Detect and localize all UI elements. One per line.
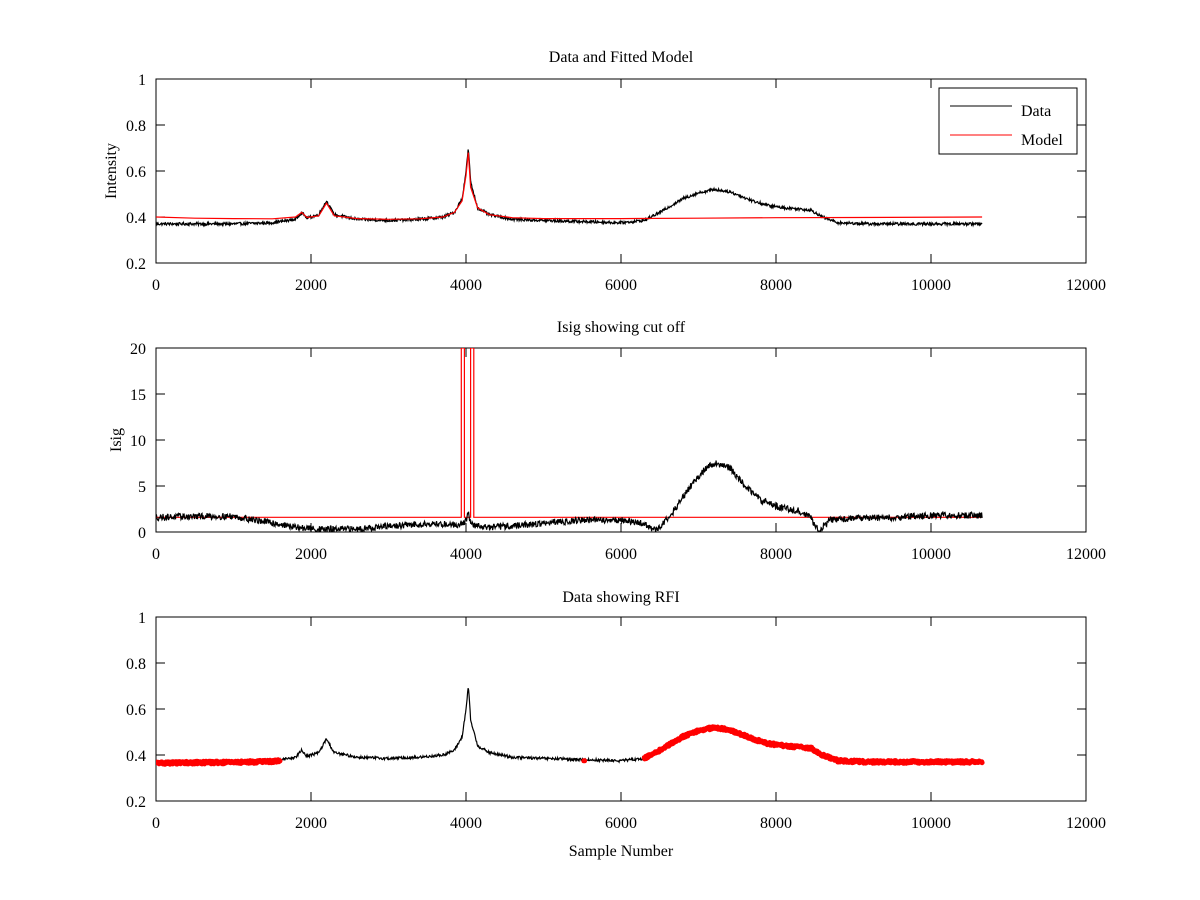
legend-label-model: Model	[1021, 132, 1063, 149]
y-tick-label: 0.4	[126, 210, 146, 227]
axes-box-2	[155, 347, 1087, 533]
axes-box-3	[155, 616, 1087, 802]
series-group-3	[156, 688, 985, 767]
plot-area-1: 0 2000 4000 6000 8000 10000 12000 0.2 0.4 0.6 0.8 1	[126, 72, 1106, 294]
x-tick-label: 8000	[760, 277, 792, 294]
series-group-2	[156, 348, 983, 532]
y-tick-label: 0.4	[126, 748, 146, 765]
plot-area-3: 0 2000 4000 6000 8000 10000 12000 0.2 0.4 0.6 0.8 1	[126, 610, 1106, 832]
x-tick-label: 10000	[911, 815, 951, 832]
x-tick-label: 12000	[1066, 815, 1106, 832]
y-axis-label-1: Intensity	[103, 143, 120, 199]
x-tick-label: 4000	[450, 546, 482, 563]
series-line-data	[156, 149, 983, 228]
x-tick-label: 4000	[450, 277, 482, 294]
x-tick-label: 2000	[295, 546, 327, 563]
y-tick-label: 0.8	[126, 656, 146, 673]
y-tick-label: 0.6	[126, 164, 146, 181]
y-tick-label: 0	[138, 525, 146, 542]
series-line-model	[156, 152, 983, 220]
x-tick-label: 2000	[295, 277, 327, 294]
y-tick-label: 0.2	[126, 256, 146, 273]
y-tick-label: 1	[138, 72, 146, 89]
x-tick-label: 0	[152, 546, 160, 563]
y-axis-label-2: Isig	[108, 428, 125, 452]
legend-label-data: Data	[1021, 103, 1051, 120]
legend-1: Data Model	[938, 87, 1078, 155]
subplot-3: 0 2000 4000 6000 8000 10000 12000 0.2 0.4 0.6 0.8 1…	[126, 589, 1106, 860]
y-tick-label: 0.2	[126, 794, 146, 811]
chart-title-3: Data showing RFI	[562, 589, 679, 606]
x-tick-label: 10000	[911, 277, 951, 294]
y-tick-label: 10	[130, 433, 146, 450]
x-tick-label: 12000	[1066, 546, 1106, 563]
plot-area-2: 0 2000 4000 6000 8000 10000 12000 0 5 10 15 20	[130, 341, 1106, 563]
rfi-marker-series	[156, 757, 283, 767]
x-axis-label-3: Sample Number	[569, 843, 674, 860]
x-tick-label: 0	[152, 277, 160, 294]
x-tick-label: 8000	[760, 815, 792, 832]
y-tick-label: 15	[130, 387, 146, 404]
x-tick-label: 6000	[605, 546, 637, 563]
y-tick-label: 1	[138, 610, 146, 627]
legend-box	[938, 87, 1078, 155]
y-tick-label: 0.8	[126, 118, 146, 135]
y-tick-label: 20	[130, 341, 146, 358]
subplot-2: 0 2000 4000 6000 8000 10000 12000 0 5 10 15 20 Isig…	[108, 319, 1106, 563]
x-tick-label: 4000	[450, 815, 482, 832]
y-tick-label: 5	[138, 479, 146, 496]
subplot-1: 0 2000 4000 6000 8000 10000 12000 0.2 0.4 0.6 0.8 1…	[103, 49, 1106, 294]
y-tick-label: 0.6	[126, 702, 146, 719]
x-tick-label: 6000	[605, 277, 637, 294]
x-tick-label: 10000	[911, 546, 951, 563]
series-line-1	[156, 460, 983, 532]
x-tick-label: 0	[152, 815, 160, 832]
rfi-marker-series	[641, 724, 985, 766]
chart-title-1: Data and Fitted Model	[549, 49, 694, 66]
x-tick-label: 12000	[1066, 277, 1106, 294]
chart-title-2: Isig showing cut off	[557, 319, 686, 336]
x-tick-label: 8000	[760, 546, 792, 563]
series-group-1	[156, 149, 983, 228]
x-tick-label: 2000	[295, 815, 327, 832]
axes-box-1	[155, 78, 1087, 264]
x-tick-label: 6000	[605, 815, 637, 832]
